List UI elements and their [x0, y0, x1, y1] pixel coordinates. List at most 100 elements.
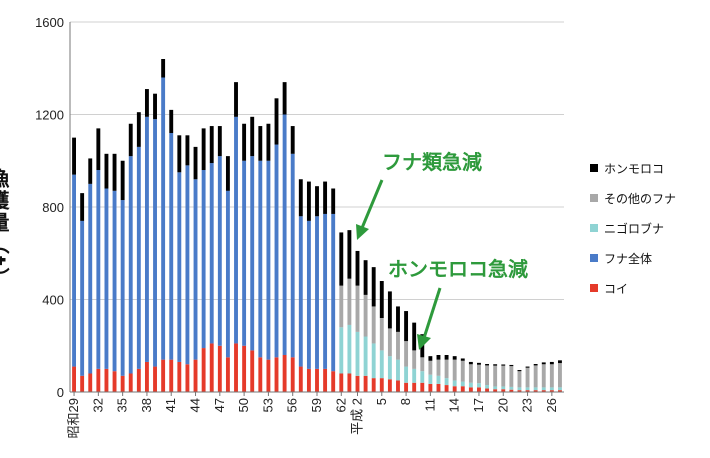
legend-swatch: [590, 194, 598, 202]
bar-segment: [493, 389, 498, 392]
bar-segment: [193, 179, 198, 360]
bar-segment: [209, 163, 214, 344]
bar-segment: [468, 361, 473, 365]
bar-segment: [363, 375, 368, 392]
bar-segment: [96, 368, 101, 393]
bar-segment: [339, 327, 344, 374]
bar-segment: [485, 365, 490, 386]
bar-segment: [128, 373, 133, 392]
legend-swatch: [590, 224, 598, 232]
x-tick-label: 5: [374, 398, 389, 405]
bar-segment: [306, 181, 311, 221]
bar-segment: [258, 357, 263, 392]
bar-segment: [412, 350, 417, 369]
bar-segment: [501, 364, 506, 366]
bar-segment: [428, 360, 433, 375]
bar-segment: [436, 383, 441, 392]
bar-segment: [96, 128, 101, 171]
bar-segment: [250, 350, 255, 393]
axes: [69, 22, 564, 396]
x-tick-label: 41: [163, 398, 178, 412]
bar-segment: [80, 193, 85, 221]
bar-segment: [169, 109, 174, 134]
bar-segment: [266, 160, 271, 360]
x-tick-label: 11: [422, 398, 437, 412]
bar-segment: [128, 156, 133, 374]
bar-segment: [436, 359, 441, 376]
bar-segment: [169, 359, 174, 393]
bar-segment: [161, 77, 166, 360]
x-tick-label: 26: [544, 398, 559, 412]
x-tick-label: 56: [285, 398, 300, 412]
bar-segment: [533, 387, 538, 391]
bar-segment: [290, 357, 295, 392]
bar-segment: [72, 174, 76, 367]
bar-segment: [477, 383, 481, 388]
bar-segment: [549, 364, 554, 388]
bar-segment: [112, 371, 117, 392]
bar-segment: [88, 158, 93, 184]
x-tick-label: 32: [90, 398, 105, 412]
bar-segment: [363, 294, 368, 337]
bar-segment: [355, 331, 360, 376]
bar-segment: [558, 387, 562, 391]
bar-segment: [88, 183, 93, 374]
bar-segment: [153, 366, 157, 392]
bar-segment: [128, 123, 133, 157]
x-tick-label: 平成 2: [349, 398, 364, 435]
bar-segment: [379, 281, 384, 318]
bar-segment: [379, 318, 384, 351]
bar-segment: [347, 230, 352, 279]
bar-segment: [242, 345, 247, 392]
bar-segment: [468, 364, 473, 383]
bar-segment: [209, 343, 214, 392]
bar-segment: [144, 89, 149, 117]
bar-segment: [323, 181, 328, 214]
bar-segment: [517, 390, 522, 392]
bar-segment: [404, 382, 409, 392]
bar-segment: [274, 357, 279, 392]
bar-segment: [153, 119, 157, 367]
bar-segment: [501, 365, 506, 387]
bar-segment: [493, 365, 498, 387]
y-tick-label: 400: [42, 293, 64, 308]
x-tick-label: 20: [495, 398, 510, 412]
bar-segment: [323, 368, 328, 393]
bar-segment: [420, 357, 425, 372]
bar-segment: [136, 146, 141, 369]
y-tick-labels: 0 400 800 1200 1600: [35, 15, 64, 400]
bar-segment: [509, 386, 514, 390]
bar-segment: [234, 116, 238, 344]
bar-segment: [501, 389, 506, 392]
x-tick-label: 50: [236, 398, 251, 412]
bar-segment: [460, 358, 465, 361]
bars: [72, 59, 562, 393]
bar-segment: [549, 361, 554, 365]
bar-segment: [339, 232, 344, 286]
bar-segment: [250, 156, 255, 351]
legend-swatch: [590, 284, 598, 292]
bar-segment: [201, 348, 206, 392]
bar-segment: [96, 170, 101, 369]
bar-segment: [452, 380, 457, 387]
bar-segment: [428, 356, 433, 361]
bar-segment: [404, 341, 409, 367]
legend-label: その他のフナ: [604, 192, 676, 206]
bar-segment: [225, 190, 230, 358]
bar-segment: [185, 364, 190, 392]
bar-segment: [136, 368, 141, 393]
bar-segment: [533, 364, 538, 366]
bar-segment: [452, 356, 457, 360]
bar-segment: [242, 123, 247, 161]
bar-segment: [323, 213, 328, 369]
bar-segment: [460, 381, 465, 387]
bar-segment: [177, 135, 182, 173]
bar-segment: [428, 374, 433, 384]
bar-segment: [412, 382, 417, 392]
y-tick-label: 1200: [35, 108, 64, 123]
bar-segment: [355, 285, 360, 332]
bar-segment: [120, 200, 125, 376]
x-tick-label: 38: [139, 398, 154, 412]
